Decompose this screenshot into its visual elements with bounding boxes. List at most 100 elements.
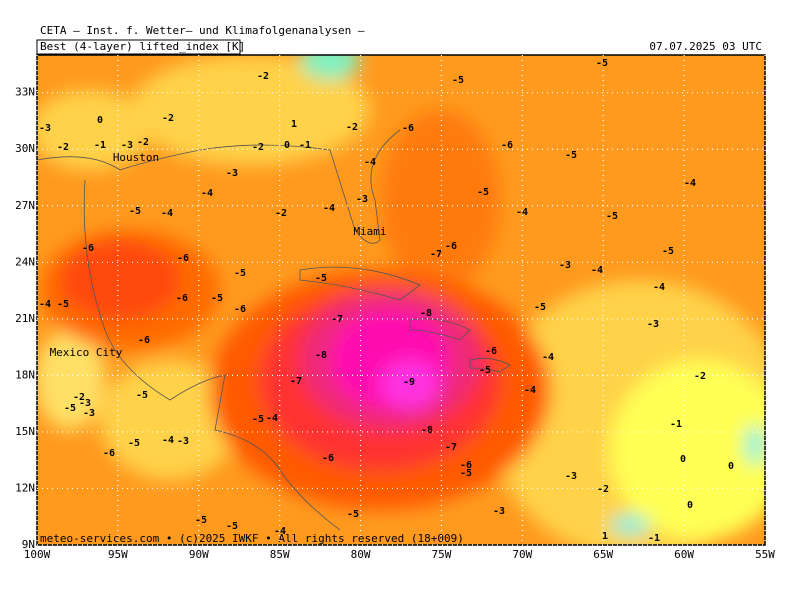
contour-label: -5 — [128, 438, 140, 449]
contour-label: -7 — [331, 314, 343, 325]
contour-label: -5 — [477, 187, 489, 198]
lat-tick-label: 18N — [15, 368, 35, 381]
contour-label: -5 — [662, 246, 674, 257]
contour-label: 0 — [680, 454, 686, 465]
contour-label: -5 — [534, 302, 546, 313]
contour-label: 1 — [291, 119, 297, 130]
contour-label: -4 — [274, 526, 286, 537]
contour-label: -2 — [346, 122, 358, 133]
lon-tick-label: 100W — [24, 548, 51, 561]
contour-label: -6 — [138, 335, 150, 346]
contour-label: 0 — [97, 115, 103, 126]
contour-label: -5 — [596, 58, 608, 69]
islands — [299, 266, 511, 373]
contour-label: -3 — [83, 408, 95, 419]
contour-label: -8 — [421, 425, 433, 436]
contour-label: -6 — [82, 243, 94, 254]
contour-label: -2 — [137, 137, 149, 148]
title: CETA – Inst. f. Wetter– und Klimafolgena… — [40, 24, 365, 37]
coastline — [37, 129, 401, 531]
lat-tick-label: 15N — [15, 425, 35, 438]
contour-label: -3 — [565, 471, 577, 482]
city-label: Houston — [113, 151, 159, 164]
contour-label: -5 — [452, 75, 464, 86]
contour-label: -5 — [479, 365, 491, 376]
lon-tick-label: 75W — [432, 548, 452, 561]
contour-label: -8 — [315, 350, 327, 361]
field-box — [36, 39, 241, 55]
contour-label: -6 — [103, 448, 115, 459]
lat-tick-label: 9N — [22, 538, 35, 551]
contour-label: -3 — [356, 194, 368, 205]
contour-label: -4 — [364, 157, 376, 168]
contour-label: -6 — [177, 253, 189, 264]
contour-label: -7 — [445, 442, 457, 453]
contour-label: -5 — [234, 268, 246, 279]
contour-label: -4 — [591, 265, 603, 276]
contour-label: -3 — [79, 398, 91, 409]
contour-label: -2 — [73, 392, 85, 403]
contour-label: -3 — [559, 260, 571, 271]
contour-label: -6 — [501, 140, 513, 151]
city-label: Mexico City — [50, 346, 123, 359]
field-label: Best (4-layer) lifted_index [K] — [40, 40, 245, 53]
credit: meteo-services.com • (c)2025 IWKF • All … — [40, 532, 464, 545]
lon-tick-label: 60W — [674, 548, 694, 561]
contour-label: -4 — [684, 178, 696, 189]
contour-label: -1 — [670, 419, 682, 430]
contour-label: -6 — [234, 304, 246, 315]
contour-label: -6 — [445, 241, 457, 252]
contour-label: -5 — [315, 273, 327, 284]
contour-label: -4 — [266, 413, 278, 424]
contour-label: -7 — [430, 249, 442, 260]
contour-label: -3 — [177, 436, 189, 447]
contour-label: -2 — [57, 142, 69, 153]
contour-label: -4 — [39, 299, 51, 310]
contour-label: -7 — [290, 376, 302, 387]
contour-label: -2 — [597, 484, 609, 495]
contour-label: 0 — [687, 500, 693, 511]
lon-tick-label: 95W — [108, 548, 128, 561]
contour-label: -5 — [129, 206, 141, 217]
contour-label: -5 — [64, 403, 76, 414]
contour-label: -5 — [195, 515, 207, 526]
contour-label: -4 — [516, 207, 528, 218]
contour-label: -8 — [420, 308, 432, 319]
contour-label: -3 — [121, 140, 133, 151]
lon-tick-label: 85W — [270, 548, 290, 561]
contour-label: -5 — [211, 293, 223, 304]
lat-tick-label: 12N — [15, 481, 35, 494]
contour-label: -1 — [299, 140, 311, 151]
contour-label: -6 — [322, 453, 334, 464]
contour-label: -5 — [136, 390, 148, 401]
field-shading — [37, 55, 765, 545]
contour-label: -4 — [542, 352, 554, 363]
contour-label: -4 — [524, 385, 536, 396]
contour-label: -2 — [275, 208, 287, 219]
contour-label: -4 — [323, 203, 335, 214]
contour-label: -4 — [201, 188, 213, 199]
contour-label: -9 — [403, 377, 415, 388]
contour-label: -5 — [226, 521, 238, 532]
contour-label: -1 — [648, 533, 660, 544]
contour-label: -3 — [226, 168, 238, 179]
contour-label: 1 — [602, 531, 608, 542]
contour-label: -5 — [252, 414, 264, 425]
contour-label: -5 — [347, 509, 359, 520]
contour-label: 0 — [284, 140, 290, 151]
contour-label: -3 — [647, 319, 659, 330]
contour-label: 0 — [728, 461, 734, 472]
city-label: Miami — [353, 225, 386, 238]
contour-label: -3 — [39, 123, 51, 134]
contour-label: -3 — [493, 506, 505, 517]
contour-label: -2 — [257, 71, 269, 82]
lon-tick-label: 80W — [351, 548, 371, 561]
lat-tick-label: 27N — [15, 199, 35, 212]
valid-time: 07.07.2025 03 UTC — [649, 40, 762, 53]
contour-label: -1 — [94, 140, 106, 151]
lat-tick-label: 21N — [15, 312, 35, 325]
contour-label: -6 — [485, 346, 497, 357]
contour-label: -4 — [162, 435, 174, 446]
